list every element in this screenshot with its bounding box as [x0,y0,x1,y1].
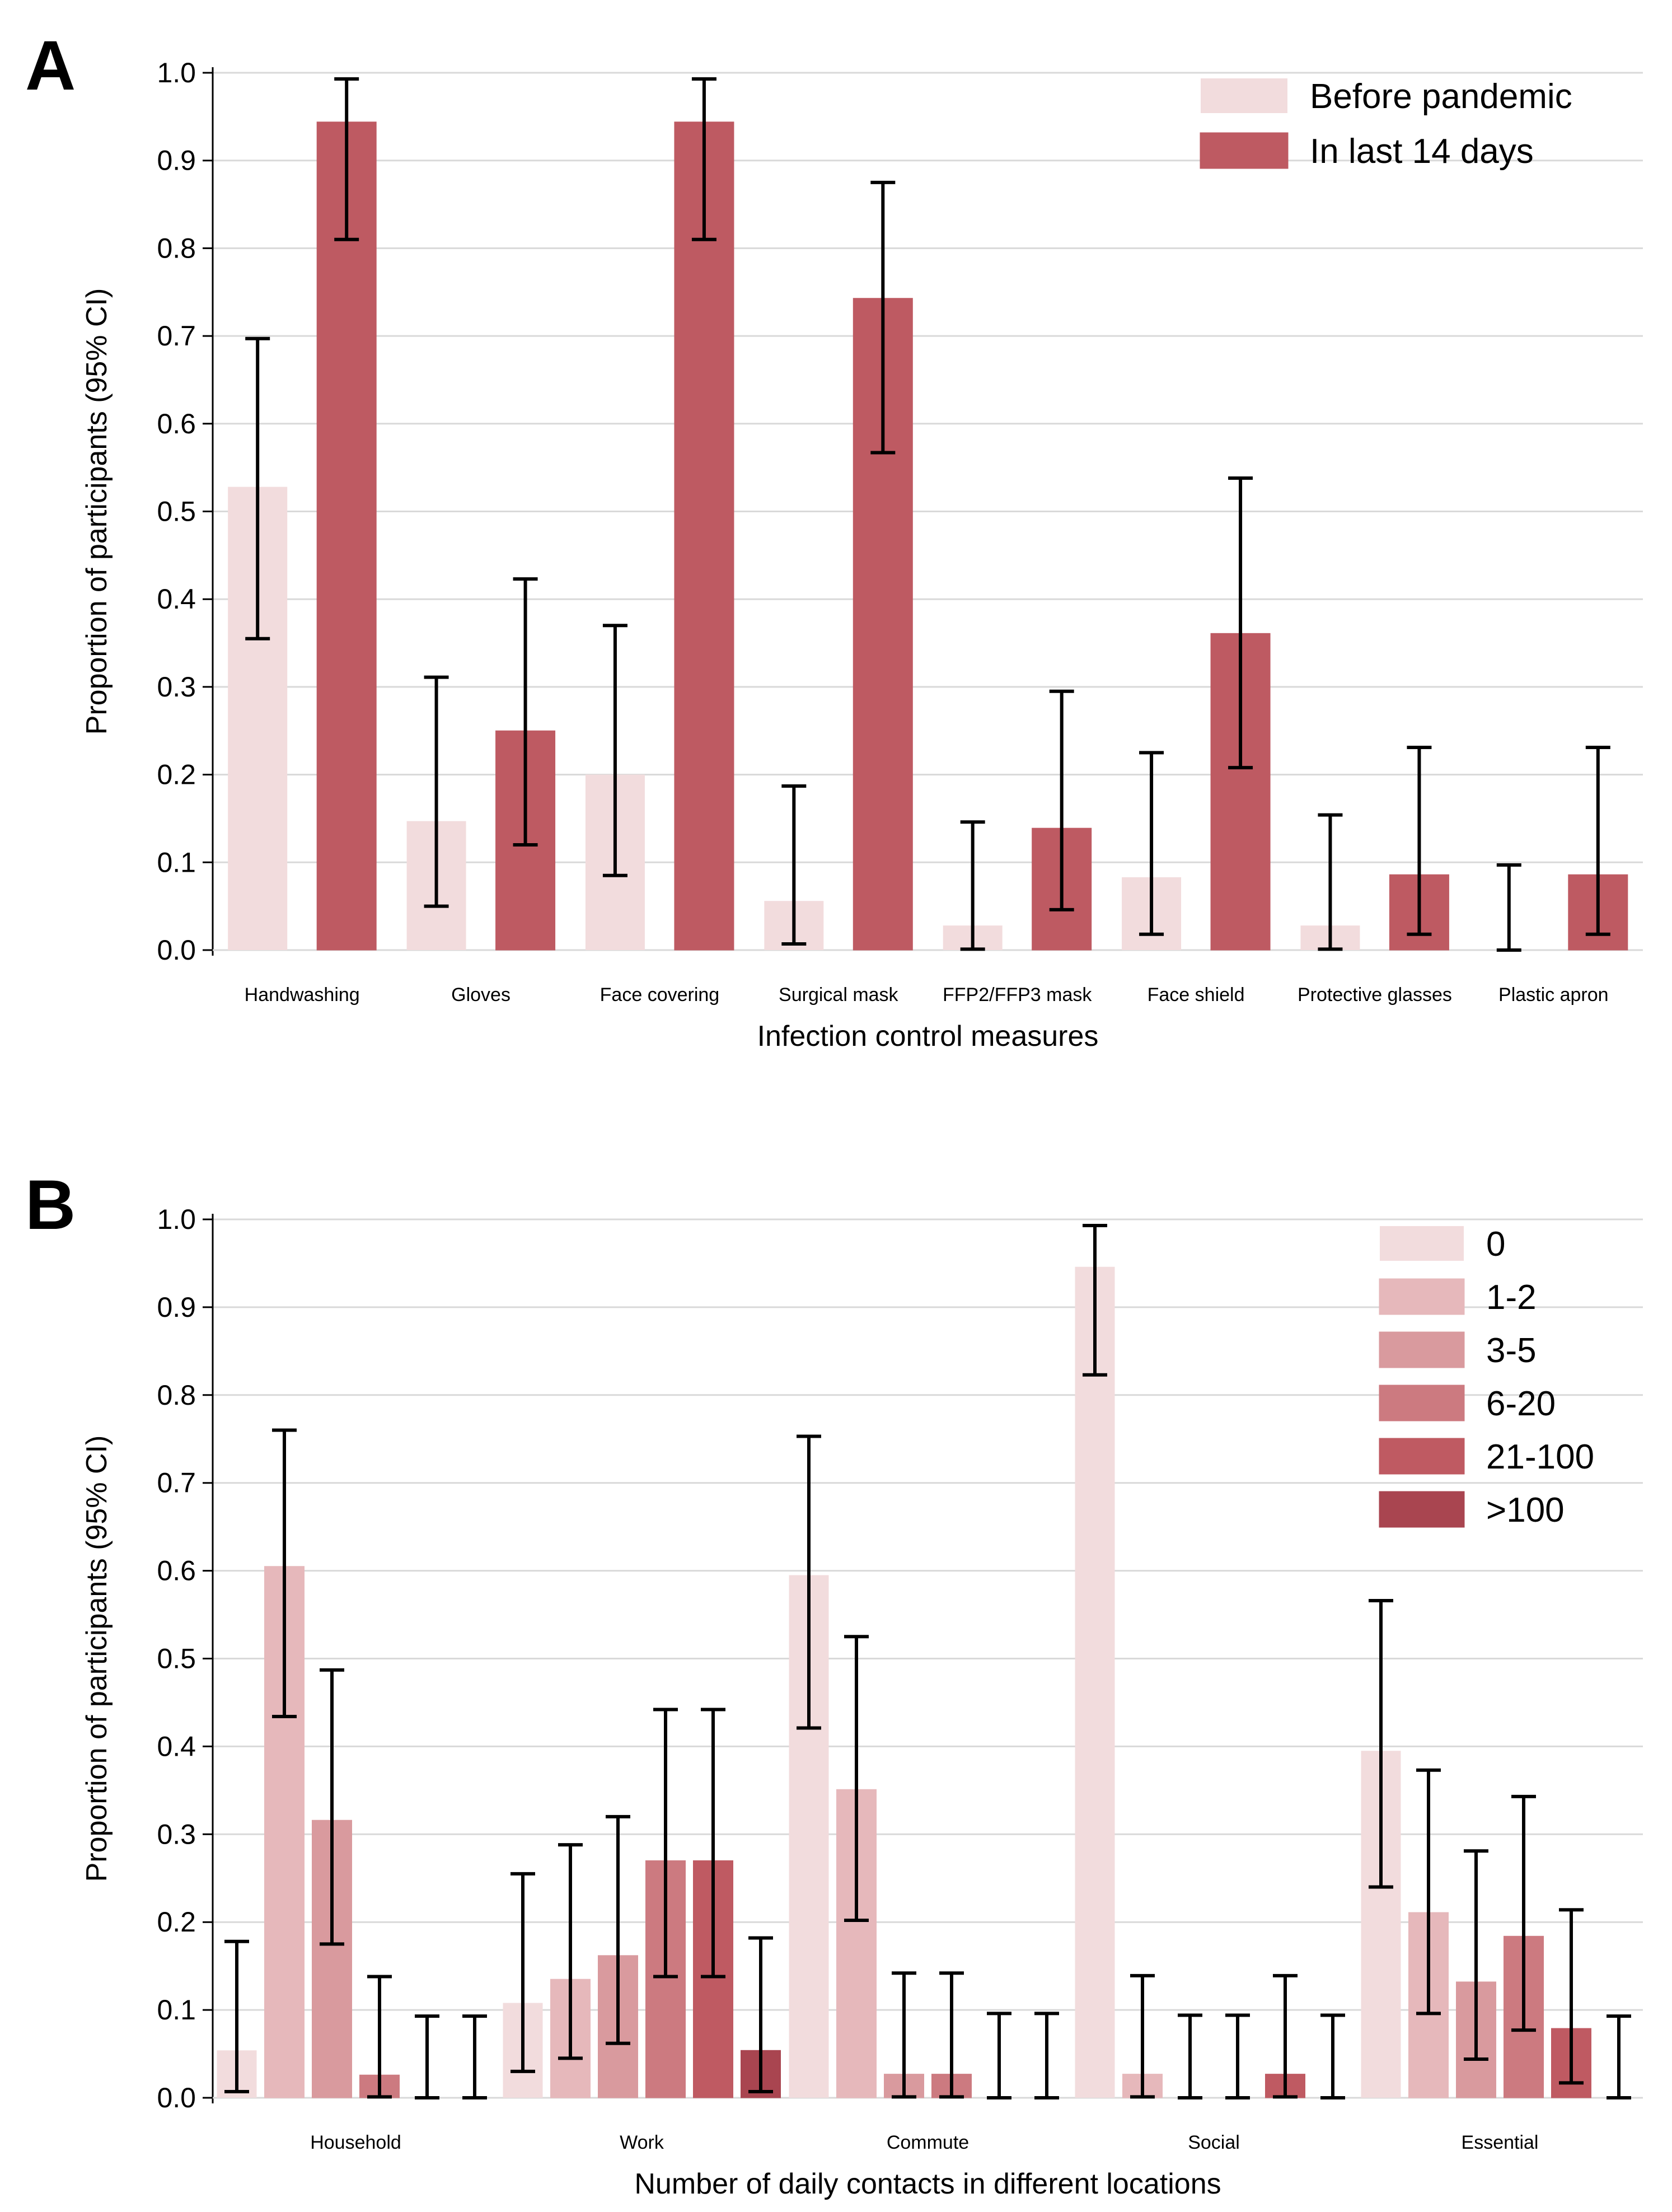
panel-a-bar [316,121,377,951]
panel-b-ytick-label: 0.1 [157,1994,196,2026]
panel-b-ytick-label: 0.6 [157,1555,196,1587]
panel-b-legend-swatch [1379,1278,1465,1315]
panel-a-ytick-label: 1.0 [157,57,196,88]
panel-b-legend-swatch [1380,1226,1464,1261]
panel-b-legend-label: >100 [1486,1491,1565,1530]
panel-b-ytick-label: 0.3 [157,1818,196,1850]
panel-b-bar [1075,1266,1115,2098]
panel-b-xtick-label: Household [310,2132,401,2153]
panel-b-legend-label: 0 [1486,1225,1505,1264]
panel-a-ytick-label: 0.6 [157,408,196,439]
panel-b-ytick-label: 1.0 [157,1204,196,1235]
panel-a-legend-label: In last 14 days [1310,132,1534,171]
panel-a-xtick-label: Handwashing [245,984,360,1006]
panel-b-legend-swatch [1379,1331,1465,1368]
panel-a-ytick-label: 0.3 [157,671,196,703]
panel-b-ytick-label: 0.2 [157,1906,196,1938]
panel-a-xtick-label: FFP2/FFP3 mask [943,984,1092,1006]
panel-a-xlabel: Infection control measures [757,1020,1099,1053]
panel-b-legend-label: 6-20 [1486,1385,1556,1423]
panel-a-ytick-label: 0.0 [157,934,196,966]
panel-a-legend-swatch [1201,78,1287,113]
panel-a-xtick-label: Face covering [600,984,720,1006]
panel-a-xtick-label: Gloves [451,984,511,1006]
panel-b-xlabel: Number of daily contacts in different lo… [634,2168,1221,2200]
panel-a-bar [674,121,734,951]
panel-a-xtick-label: Plastic apron [1498,984,1609,1006]
panel-a-legend-swatch [1200,132,1289,169]
panel-b-legend-swatch [1379,1385,1465,1421]
panel-b-ytick-label: 0.8 [157,1379,196,1411]
panel-a-xtick-label: Surgical mask [779,984,899,1006]
panel-a-ytick-label: 0.1 [157,847,196,878]
panel-b-ytick-label: 0.0 [157,2082,196,2113]
panel-a-ytick-label: 0.8 [157,232,196,264]
panel-a-ytick-label: 0.2 [157,759,196,791]
panel-b-xtick-label: Commute [887,2132,969,2153]
panel-a-ytick-label: 0.5 [157,496,196,527]
panel-b-legend-swatch [1379,1491,1465,1528]
panel-a-ytick-label: 0.4 [157,583,196,615]
panel-b-xtick-label: Essential [1462,2132,1539,2153]
panel-a-xtick-label: Face shield [1148,984,1245,1006]
panel-a-xtick-label: Protective glasses [1298,984,1452,1006]
panel-b-letter: B [25,1166,76,1244]
panel-b-legend-swatch [1379,1438,1465,1475]
panel-b-xtick-label: Social [1188,2132,1240,2153]
panel-b-ytick-label: 0.7 [157,1467,196,1499]
panel-b-legend-label: 21-100 [1486,1438,1594,1476]
panel-b-legend-label: 3-5 [1486,1331,1537,1370]
panel-a-ytick-label: 0.9 [157,145,196,176]
panel-b-ytick-label: 0.5 [157,1643,196,1675]
panel-a-ytick-label: 0.7 [157,320,196,352]
panel-b-ytick-label: 0.4 [157,1731,196,1762]
panel-b-ylabel: Proportion of participants (95% CI) [81,1435,113,1882]
panel-a-ylabel: Proportion of participants (95% CI) [81,288,113,735]
panel-a-letter: A [25,27,76,105]
panel-a-legend-label: Before pandemic [1310,77,1572,116]
panel-b-legend-label: 1-2 [1486,1278,1537,1317]
panel-b-ytick-label: 0.9 [157,1292,196,1323]
panel-b-xtick-label: Work [620,2132,664,2153]
